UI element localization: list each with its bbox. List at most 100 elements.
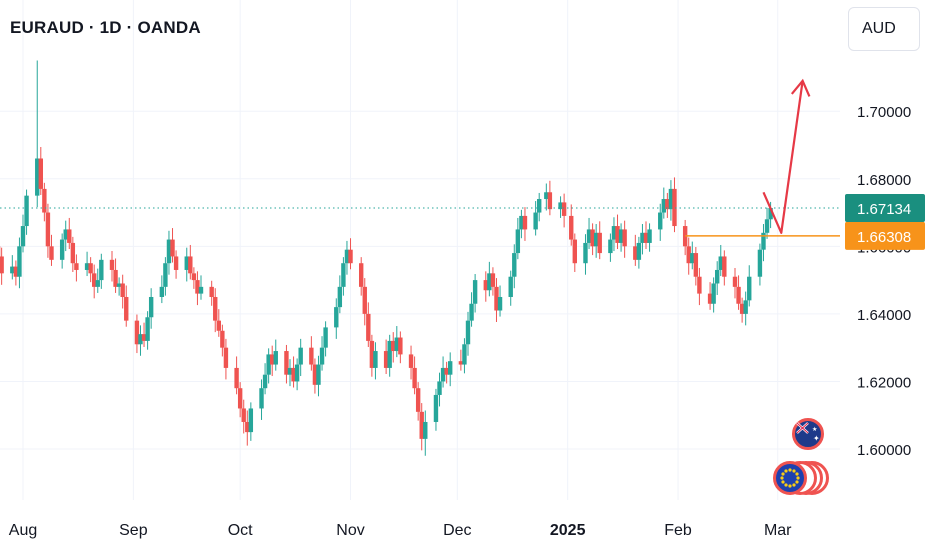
candle-body: [597, 232, 602, 254]
candle-body: [198, 286, 204, 294]
candle-body: [387, 340, 392, 368]
candle-body: [515, 229, 521, 254]
candle-body: [593, 232, 599, 247]
candle-body: [291, 367, 296, 382]
candle-body: [173, 256, 179, 270]
level-price-badge-bg: [845, 221, 925, 250]
candle-body: [284, 351, 289, 375]
candle-body: [209, 286, 214, 297]
candle-body: [472, 280, 478, 304]
y-tick-label: 1.64000: [857, 307, 911, 324]
candle-body: [319, 347, 325, 365]
candle-body: [262, 374, 268, 389]
candle-body: [633, 246, 638, 260]
candle-body: [690, 253, 695, 264]
candle-body: [686, 246, 691, 264]
candle-body: [718, 256, 723, 270]
projection-arrow-line: [762, 80, 804, 234]
candle-body: [99, 259, 104, 281]
candle-body: [195, 280, 200, 294]
candle-body: [74, 263, 79, 270]
candle-body: [615, 226, 620, 243]
candle-body: [273, 351, 278, 365]
candle-body: [316, 364, 321, 385]
candle-body: [537, 199, 542, 213]
candle-body: [245, 421, 250, 433]
candle-body: [298, 347, 303, 365]
candle-body: [63, 229, 68, 240]
candle-body: [113, 269, 118, 287]
candle-body: [248, 408, 254, 433]
candle-body: [145, 317, 150, 341]
last-price-badge: 1.67134: [857, 201, 911, 218]
candle-body: [59, 239, 65, 260]
candle-body: [533, 212, 538, 230]
candles: [0, 60, 773, 456]
candle-body: [490, 273, 496, 287]
candle-body: [711, 283, 716, 304]
y-tick-label: 1.70000: [857, 104, 911, 121]
candle-body: [608, 239, 613, 254]
x-tick-label: Mar: [764, 522, 792, 539]
candle-body: [138, 334, 143, 345]
candle-body: [337, 286, 343, 308]
candle-body: [188, 256, 193, 274]
candle-body: [45, 212, 51, 247]
candle-body: [768, 208, 773, 220]
candle-body: [266, 354, 271, 375]
candle-body: [141, 334, 147, 341]
candle-body: [223, 347, 229, 368]
candle-body: [124, 296, 129, 321]
y-tick-label: 1.60000: [857, 442, 911, 459]
candle-body: [373, 351, 378, 368]
candle-body: [672, 188, 677, 227]
candle-body: [13, 266, 19, 277]
candle-body: [24, 195, 29, 227]
candle-body: [519, 215, 524, 230]
australia-flag-icon[interactable]: ✦ ★: [792, 418, 824, 450]
y-tick-label: 1.62000: [857, 374, 911, 391]
candle-body: [658, 212, 663, 230]
candle-body: [419, 411, 424, 439]
candle-body: [640, 232, 645, 243]
svg-text:★: ★: [812, 426, 817, 433]
candle-body: [70, 242, 76, 264]
candle-body: [611, 226, 617, 240]
candle-body: [437, 381, 442, 395]
candle-body: [739, 303, 745, 314]
last-price-badge-bg: [845, 194, 925, 223]
candle-body: [369, 340, 375, 368]
candle-body: [38, 158, 43, 189]
candle-body: [444, 367, 449, 375]
candle-body: [95, 280, 100, 287]
candle-body: [398, 337, 403, 355]
candle-body: [163, 263, 168, 287]
candle-body: [184, 256, 189, 270]
candle-body: [569, 215, 574, 240]
candle-body: [483, 280, 488, 291]
currency-selector-button[interactable]: AUD: [848, 7, 920, 51]
candle-body: [84, 263, 90, 270]
candle-body: [423, 421, 428, 439]
projection-arrow-head: [790, 78, 811, 97]
x-tick-label: Aug: [9, 522, 37, 539]
x-tick-label: Sep: [119, 522, 148, 539]
candle-body: [747, 276, 752, 301]
candle-body: [0, 256, 4, 274]
candle-body: [159, 286, 165, 297]
candle-body: [20, 226, 26, 247]
candle-body: [344, 249, 350, 264]
candle-body: [17, 246, 22, 277]
candle-body: [707, 293, 713, 304]
candle-body: [412, 367, 417, 389]
candle-body: [348, 249, 353, 264]
overlays: [0, 78, 840, 237]
candle-body: [334, 307, 339, 328]
candle-body: [469, 303, 474, 321]
candle-body: [561, 202, 567, 216]
currency-label: AUD: [862, 20, 896, 37]
candle-body: [312, 364, 318, 385]
euro-flag-icon: [773, 461, 807, 495]
candle-body: [764, 219, 770, 233]
